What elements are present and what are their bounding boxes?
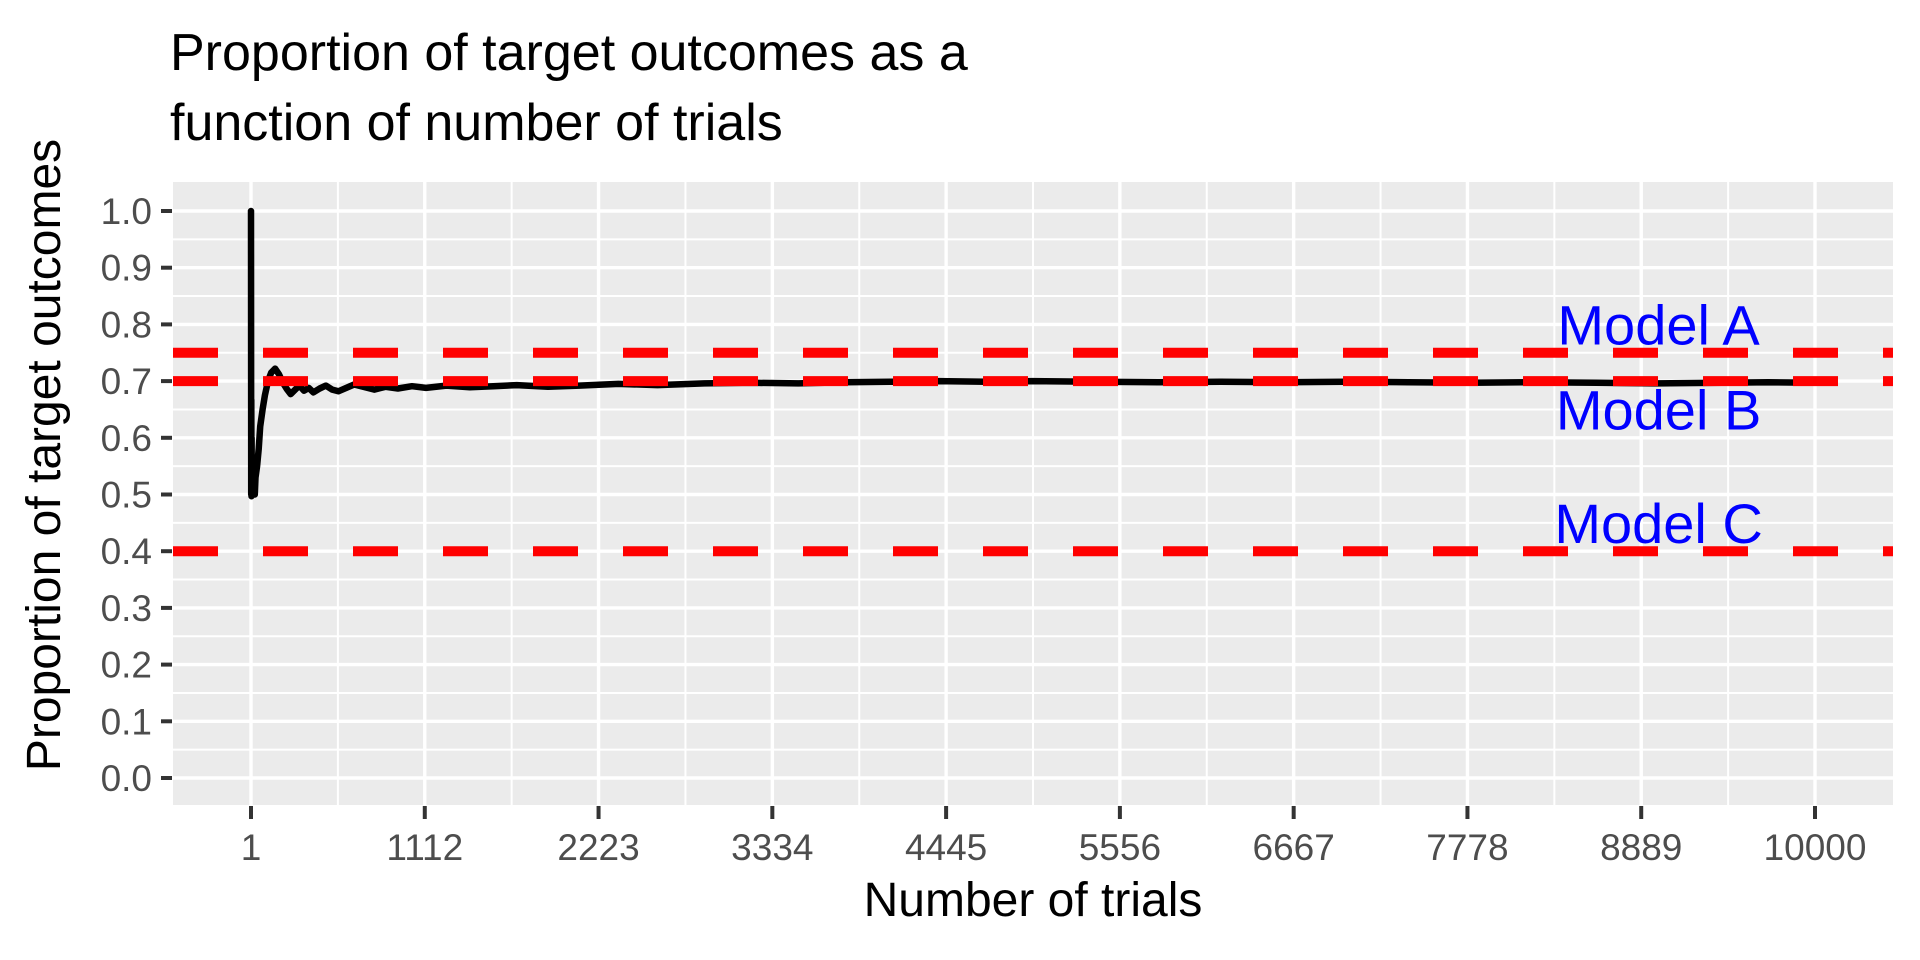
x-tick-label: 6667 [1253, 827, 1335, 868]
x-tick-label: 8889 [1600, 827, 1682, 868]
y-tick-label: 1.0 [101, 191, 152, 232]
x-tick-label: 10000 [1764, 827, 1867, 868]
y-tick-label: 0.9 [101, 248, 152, 289]
y-tick-label: 0.0 [101, 758, 152, 799]
annotation-model-b: Model B [1556, 378, 1761, 441]
x-tick-label: 7778 [1426, 827, 1508, 868]
y-tick-label: 0.3 [101, 588, 152, 629]
y-tick-label: 0.8 [101, 304, 152, 345]
y-tick-label: 0.1 [101, 701, 152, 742]
x-tick-label: 5556 [1079, 827, 1161, 868]
x-tick-label: 3334 [731, 827, 813, 868]
y-tick-label: 0.7 [101, 361, 152, 402]
chart-title-line2: function of number of trials [170, 94, 783, 152]
x-tick-label: 1112 [386, 827, 463, 868]
y-axis-title: Proportion of target outcomes [18, 139, 71, 771]
annotation-model-c: Model C [1554, 492, 1763, 555]
y-tick-label: 0.5 [101, 475, 152, 516]
x-tick-label: 2223 [557, 827, 639, 868]
y-tick-label: 0.4 [101, 531, 152, 572]
x-tick-label: 4445 [905, 827, 987, 868]
chart-title-line1: Proportion of target outcomes as a [170, 24, 968, 82]
y-tick-label: 0.6 [101, 418, 152, 459]
y-tick-label: 0.2 [101, 645, 152, 686]
annotation-model-a: Model A [1557, 293, 1760, 356]
x-axis-title: Number of trials [864, 874, 1203, 927]
x-tick-label: 1 [241, 827, 262, 868]
